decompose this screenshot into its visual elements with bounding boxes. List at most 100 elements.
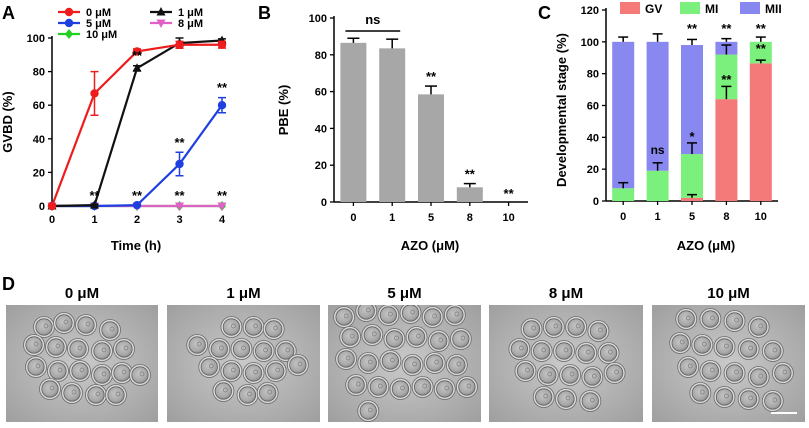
panel-c-legend-swatch bbox=[620, 2, 640, 14]
oocyte bbox=[339, 326, 362, 348]
oocyte bbox=[421, 306, 444, 328]
micrograph-label: 8 μM bbox=[549, 285, 583, 302]
panel-letter-c: C bbox=[538, 3, 551, 23]
panel-c-bar-segment-mi bbox=[681, 154, 703, 198]
panel-b-ytick-label: 100 bbox=[309, 13, 327, 25]
panel-c-legend-label: MII bbox=[765, 2, 782, 16]
oocyte bbox=[399, 305, 422, 324]
panel-c-legend-swatch bbox=[740, 2, 760, 14]
panel-c-bar-segment-gv bbox=[749, 63, 772, 202]
panel-letter-d: D bbox=[2, 274, 15, 294]
panel-b-error-bar bbox=[425, 85, 437, 95]
oocyte bbox=[208, 338, 231, 360]
panel-a-significance-label: ** bbox=[174, 135, 185, 150]
panel-c-bar-segment-mii bbox=[681, 45, 703, 155]
panel-b-xtick-label: 0 bbox=[350, 212, 356, 224]
oocyte bbox=[699, 308, 722, 330]
panel-c-error-bar bbox=[687, 142, 697, 155]
panel-a-legend-label: 5 μM bbox=[86, 18, 111, 30]
panel-a-ytick-label: 0 bbox=[39, 201, 45, 213]
panel-b-bar-chart: PBE (%) AZO (μM) 0 20 40 60 80 100 0 1 5 8 10 ns **… bbox=[276, 12, 528, 253]
oocyte bbox=[411, 376, 434, 398]
panel-a-data-point bbox=[90, 89, 99, 98]
panel-a-significance-label: ** bbox=[132, 188, 143, 203]
panel-a-data-point bbox=[217, 40, 227, 49]
panel-c-significance-label: ** bbox=[721, 72, 732, 87]
panel-c-significance-label: ns bbox=[651, 143, 665, 157]
oocyte bbox=[53, 312, 75, 334]
panel-b-bar bbox=[340, 42, 367, 203]
panel-a-data-point bbox=[175, 202, 184, 211]
panel-b-xtick-label: 10 bbox=[502, 212, 514, 224]
oocyte bbox=[212, 380, 235, 402]
panel-b-significance-label: ** bbox=[426, 69, 437, 84]
micrograph-label: 5 μM bbox=[387, 285, 421, 302]
oocyte bbox=[264, 360, 287, 382]
oocyte bbox=[33, 316, 55, 338]
panel-c-legend-item: MII bbox=[740, 2, 782, 16]
panel-b-ytick-label: 0 bbox=[321, 197, 327, 209]
oocyte bbox=[383, 328, 406, 350]
panel-c-legend-item: GV bbox=[620, 2, 662, 16]
oocyte bbox=[542, 316, 565, 338]
panel-c-error-bar bbox=[618, 36, 629, 42]
micrograph-4: 10 μM bbox=[652, 285, 805, 422]
panel-a-data-point bbox=[132, 63, 142, 72]
oocyte bbox=[699, 360, 722, 382]
panel-b-bar-group bbox=[456, 182, 483, 202]
oocyte bbox=[230, 338, 253, 360]
panel-a-legend-item: 5 μM bbox=[58, 18, 111, 30]
panel-c-xtick-label: 10 bbox=[755, 211, 767, 223]
micrograph-image bbox=[6, 305, 158, 422]
panel-c-xtick-label: 5 bbox=[689, 211, 695, 223]
panel-b-bar bbox=[379, 48, 406, 202]
panel-a-legend-label: 8 μM bbox=[178, 18, 203, 30]
panel-a-ylabel: GVBD (%) bbox=[0, 91, 15, 152]
panel-a-xtick-label: 0 bbox=[49, 214, 55, 226]
panel-a-ytick-label: 100 bbox=[27, 33, 45, 45]
panel-c-error-bar bbox=[721, 85, 732, 100]
oocyte bbox=[587, 320, 610, 342]
oocyte bbox=[198, 356, 221, 378]
panel-a-xlabel: Time (h) bbox=[111, 238, 161, 253]
oocyte bbox=[335, 348, 358, 370]
oocyte bbox=[737, 338, 760, 360]
panel-c-bar-segment-mi bbox=[612, 188, 635, 201]
panel-c-ytick-label: 40 bbox=[587, 132, 599, 144]
panel-a-significance-label: ** bbox=[89, 188, 100, 203]
panel-c-significance-label: ** bbox=[756, 21, 767, 36]
panel-c-ytick-label: 80 bbox=[587, 69, 599, 81]
oocyte bbox=[737, 388, 760, 410]
oocyte bbox=[377, 305, 400, 326]
micrograph-3: 8 μM bbox=[489, 285, 643, 422]
panel-c-legend-item: MI bbox=[680, 2, 718, 16]
oocyte bbox=[186, 334, 209, 356]
oocyte bbox=[262, 318, 285, 340]
oocyte bbox=[379, 350, 402, 372]
panel-a-data-point bbox=[132, 200, 142, 210]
oocyte bbox=[761, 390, 784, 412]
oocyte bbox=[530, 340, 553, 362]
panel-c-error-bar bbox=[755, 36, 766, 42]
oocyte bbox=[67, 338, 89, 360]
oocyte bbox=[61, 382, 83, 404]
oocyte bbox=[456, 376, 478, 398]
panel-b-ylabel: PBE (%) bbox=[276, 85, 291, 136]
micrograph-label: 10 μM bbox=[707, 285, 750, 302]
panel-c-bar-segment-mii bbox=[646, 41, 669, 171]
panel-b-bar-group bbox=[418, 85, 444, 202]
oocyte bbox=[433, 378, 456, 400]
panel-a-significance-label: ** bbox=[174, 188, 185, 203]
panel-a-legend-item: 0 μM bbox=[58, 7, 111, 19]
panel-b-ns-label: ns bbox=[365, 12, 380, 27]
oocyte bbox=[242, 316, 265, 338]
oocyte bbox=[713, 336, 736, 358]
oocyte bbox=[69, 360, 91, 382]
oocyte bbox=[579, 390, 602, 412]
panel-c-bar-segment-gv bbox=[715, 99, 738, 201]
panel-b-ytick-label: 80 bbox=[315, 50, 327, 62]
oocyte bbox=[514, 360, 537, 382]
panel-a-xtick-label: 4 bbox=[219, 214, 226, 226]
panel-a-significance-label: ** bbox=[217, 188, 228, 203]
